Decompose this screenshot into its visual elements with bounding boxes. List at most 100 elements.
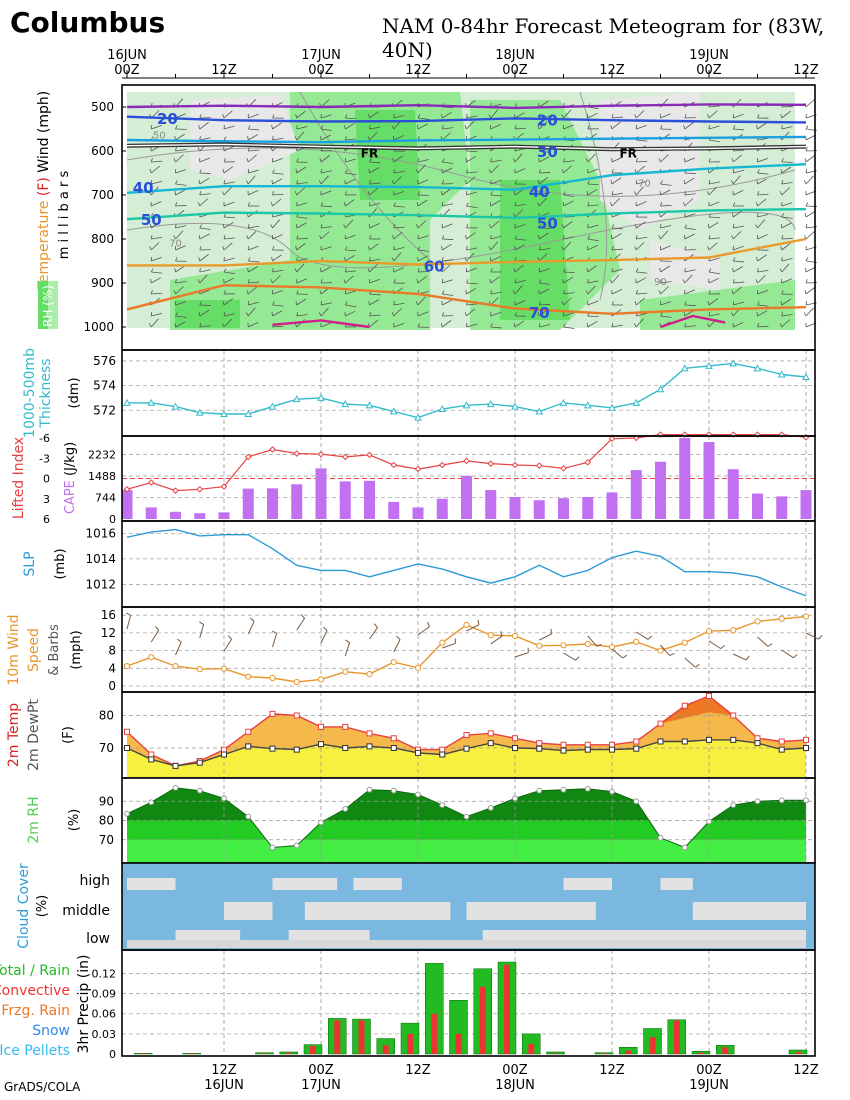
upper-wind-barb xyxy=(757,323,760,328)
upper-wind-barb xyxy=(246,235,249,240)
upper-wind-barb xyxy=(466,202,469,207)
dew-point xyxy=(754,740,761,747)
upper-wind-barb xyxy=(781,202,793,207)
upper-wind-barb xyxy=(634,246,637,251)
upper-wind-barb xyxy=(367,268,370,273)
thickness-point xyxy=(535,407,544,415)
cape-ylabel-name: CAPE xyxy=(63,476,78,514)
wind10m-barb xyxy=(126,612,131,616)
upper-wind-barb xyxy=(611,322,614,328)
rh-contour-label: 70 xyxy=(169,239,182,250)
upper-wind-barb xyxy=(466,113,468,119)
lifted-point xyxy=(487,460,495,467)
upper-wind-barb xyxy=(369,278,380,284)
slp-frame xyxy=(121,520,816,608)
upper-wind-barb xyxy=(757,269,769,273)
thickness-point xyxy=(802,372,810,380)
temp-y-tick-label: 70 xyxy=(99,741,114,755)
upper-wind-barb xyxy=(684,269,696,273)
upper-wind-barb xyxy=(223,181,235,185)
upper-wind-barb xyxy=(611,227,623,230)
upper-wind-barb xyxy=(707,223,710,229)
upper-wind-barb xyxy=(464,125,467,130)
upper-wind-barb xyxy=(635,186,644,196)
cloud-clear-gap xyxy=(353,878,402,890)
thickness-point xyxy=(583,401,592,409)
upper-wind-barb xyxy=(393,114,405,119)
temp-point xyxy=(754,735,761,742)
upper-wind-barb xyxy=(708,181,720,185)
upper-wind-barb xyxy=(223,221,234,229)
upper-wind-barb xyxy=(781,235,784,240)
upper-wind-barb xyxy=(488,169,492,174)
upper-wind-barb xyxy=(175,321,186,328)
upper-wind-barb xyxy=(611,301,614,306)
upper-wind-barb xyxy=(369,235,372,240)
precip-conv-bar xyxy=(407,1033,413,1054)
temp-point xyxy=(148,751,155,758)
upper-wind-barb xyxy=(635,242,645,251)
upper-wind-barb xyxy=(610,125,613,130)
upper-wind-barb xyxy=(708,201,720,207)
upper-wind-barb xyxy=(393,224,396,229)
upper-wind-barb xyxy=(319,290,322,295)
upper-wind-barb xyxy=(415,169,419,174)
upper-wind-barb xyxy=(733,128,745,131)
wind10m-barb xyxy=(720,644,725,649)
upper-wind-barb xyxy=(222,223,225,229)
upper-wind-barb xyxy=(611,116,623,119)
upper-wind-barb xyxy=(369,126,381,130)
upper-wind-barb xyxy=(514,125,517,130)
upper-wind-barb xyxy=(732,267,734,273)
upper-wind-barb xyxy=(248,189,259,196)
wind10m-barb xyxy=(177,638,182,643)
upper-wind-barb xyxy=(684,289,696,295)
time-label-top-date: 17JUN xyxy=(301,48,341,63)
upper-wind-barb xyxy=(270,224,273,229)
wind10m-barb xyxy=(635,631,649,640)
upper-wind-barb xyxy=(247,135,249,141)
upper-wind-barb xyxy=(441,257,444,262)
wind10m-point xyxy=(778,615,785,622)
upper-wind-barb xyxy=(755,224,758,229)
lifted-point xyxy=(560,465,567,472)
cape-bar xyxy=(194,513,206,519)
upper-wind-barb xyxy=(271,257,273,262)
upper-wind-barb xyxy=(587,280,599,284)
upper-wind-barb xyxy=(320,266,331,273)
cape-y-tick-label: 1488 xyxy=(88,470,116,483)
cloud-clear-gap xyxy=(660,878,693,890)
upper-wind-barb xyxy=(563,165,572,174)
thickness-point xyxy=(220,409,228,417)
upper-wind-barb xyxy=(804,290,807,295)
upper-wind-barb xyxy=(272,304,284,307)
wind10m-point xyxy=(172,662,179,670)
upper-wind-barb xyxy=(731,290,734,295)
wind10m-barb xyxy=(223,638,233,652)
dew-point xyxy=(609,746,615,753)
upper-wind-barb xyxy=(757,268,759,273)
precip-legend-item: Frzg. Rain xyxy=(1,1003,70,1019)
upper-wind-barb xyxy=(610,202,613,207)
upper-wind-barb xyxy=(537,312,540,317)
upper-wind-barb xyxy=(757,191,760,196)
isotherm-line xyxy=(126,163,807,194)
temp-point xyxy=(657,720,664,727)
upper-wind-barb xyxy=(272,268,274,273)
upper-wind-barb xyxy=(733,266,743,273)
upper-wind-barb xyxy=(610,234,613,240)
upper-wind-barb xyxy=(636,277,647,284)
thickness-point xyxy=(292,395,301,403)
upper-wind-barb xyxy=(757,158,769,163)
thickness-ylabel-b: Thickness xyxy=(38,358,54,428)
upper-wind-barb xyxy=(368,168,370,174)
wind10m-barb xyxy=(767,643,773,647)
upper-wind-barb xyxy=(490,289,492,295)
rh-point xyxy=(172,784,179,791)
upper-wind-barb xyxy=(733,260,745,263)
wind10m-barb xyxy=(323,626,328,631)
upper-wind-barb xyxy=(320,300,323,306)
rh-point xyxy=(463,813,470,820)
upper-wind-barb xyxy=(294,191,298,196)
upper-wind-barb xyxy=(223,216,236,219)
